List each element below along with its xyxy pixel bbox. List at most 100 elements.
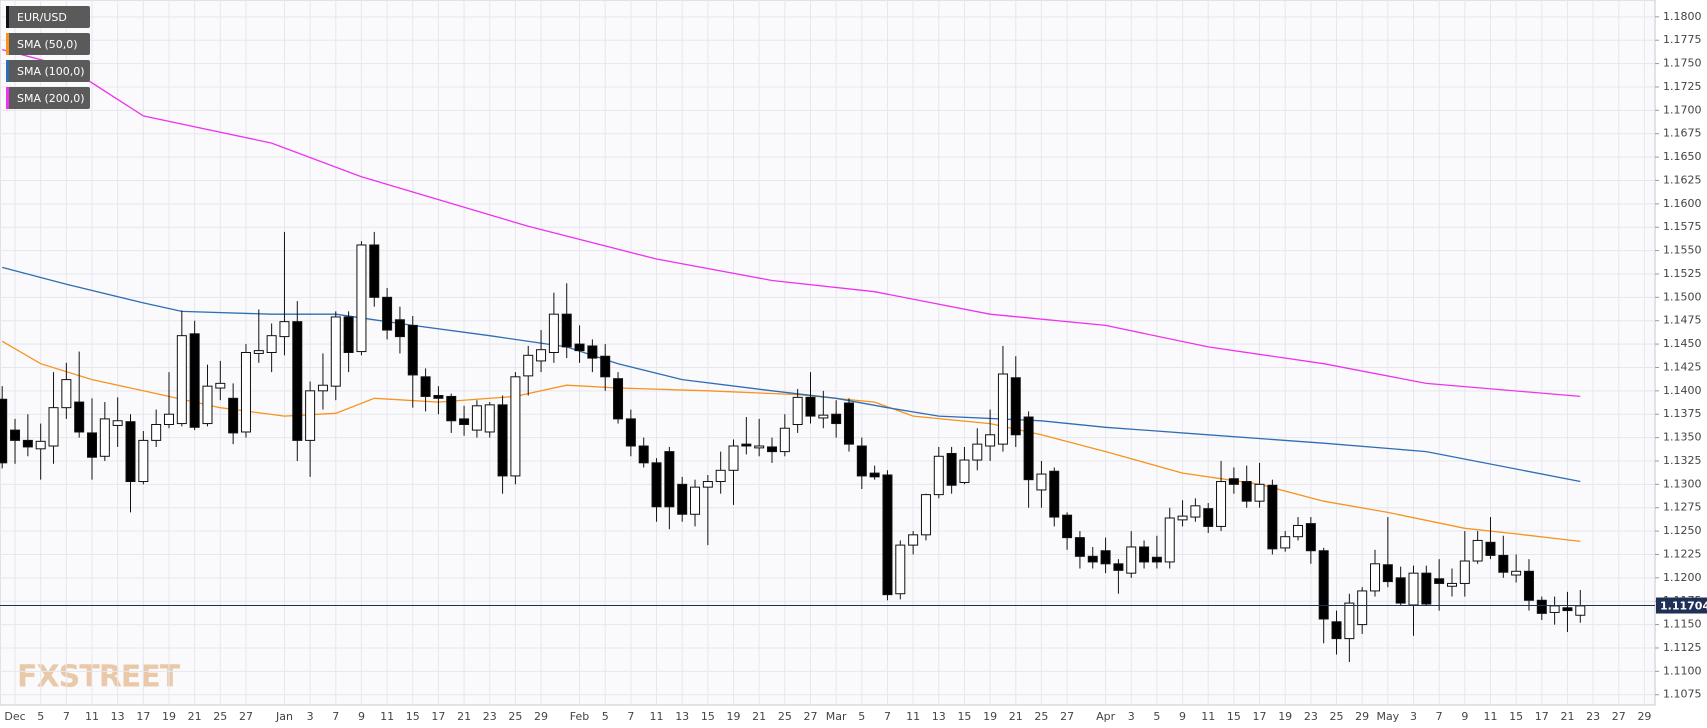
- x-tick-label: 9: [358, 710, 365, 723]
- candle-body: [728, 445, 739, 471]
- candle-body: [228, 397, 239, 434]
- candle-body: [869, 472, 880, 478]
- candle-body: [1395, 577, 1406, 604]
- candle-body: [279, 321, 290, 338]
- y-tick-label: 1.1575: [1663, 220, 1702, 233]
- last-price-label: 1.11704: [1660, 600, 1707, 613]
- x-tick-label: 23: [1304, 710, 1318, 723]
- candle-body: [1370, 563, 1381, 592]
- candle-body: [1485, 541, 1496, 556]
- candle-body: [741, 443, 752, 447]
- x-tick-label: 5: [602, 710, 609, 723]
- candle-body: [61, 379, 72, 409]
- x-tick-label: 15: [1227, 710, 1241, 723]
- y-tick-label: 1.1100: [1663, 664, 1702, 677]
- candle-body: [74, 401, 85, 433]
- candle-body: [240, 352, 251, 433]
- candle-body: [1228, 478, 1239, 485]
- candle-body: [587, 345, 598, 359]
- y-tick-label: 1.1650: [1663, 150, 1702, 163]
- candle-body: [1049, 470, 1060, 518]
- x-tick-label: 19: [727, 710, 741, 723]
- y-tick-label: 1.1725: [1663, 80, 1702, 93]
- x-tick-label: 11: [1201, 710, 1215, 723]
- y-tick-label: 1.1600: [1663, 197, 1702, 210]
- candle-body: [920, 494, 931, 536]
- x-tick-label: 27: [1060, 710, 1074, 723]
- candle-body: [574, 343, 585, 352]
- x-tick-label: 3: [1410, 710, 1417, 723]
- candle-body: [767, 446, 777, 453]
- y-tick-label: 1.1500: [1663, 290, 1702, 303]
- candle-body: [1190, 505, 1201, 518]
- legend-swatch: [6, 60, 9, 82]
- candle-body: [253, 350, 264, 354]
- candle-body: [664, 451, 675, 508]
- y-tick-label: 1.1525: [1663, 267, 1702, 280]
- candle-body: [1421, 572, 1432, 605]
- candle-body: [1549, 605, 1560, 613]
- y-tick-label: 1.1200: [1663, 571, 1702, 584]
- candle-body: [112, 420, 123, 426]
- candle-body: [407, 324, 418, 376]
- candle-body: [446, 395, 457, 422]
- y-tick-label: 1.1275: [1663, 501, 1702, 514]
- candle-body: [35, 440, 46, 450]
- y-tick-label: 1.1475: [1663, 314, 1702, 327]
- x-tick-label: 21: [1009, 710, 1023, 723]
- candle-body: [638, 445, 649, 464]
- legend-item: SMA (50,0): [6, 33, 90, 55]
- legend-box: [6, 60, 90, 82]
- x-tick-label: 21: [188, 710, 202, 723]
- candle-body: [933, 455, 944, 496]
- x-tick-label: 11: [1483, 710, 1497, 723]
- candle-body: [215, 382, 226, 389]
- x-tick-label: 11: [85, 710, 99, 723]
- candle-body: [754, 445, 765, 449]
- candle-body: [1293, 524, 1304, 538]
- x-tick-label: 5: [1153, 710, 1160, 723]
- candle-body: [1216, 481, 1227, 527]
- candle-body: [1498, 554, 1509, 573]
- candle-body: [497, 404, 508, 477]
- candle-body: [394, 319, 405, 338]
- candle-body: [997, 373, 1008, 445]
- candle-body: [1036, 473, 1047, 491]
- sma-line: [2, 48, 1581, 398]
- candle-body: [1575, 605, 1586, 616]
- x-tick-label: Feb: [570, 710, 589, 723]
- candle-body: [1408, 572, 1419, 606]
- x-tick-label: 9: [1461, 710, 1468, 723]
- x-tick-label: Mar: [826, 710, 847, 723]
- candle-body: [1562, 607, 1573, 612]
- candle-body: [702, 481, 713, 488]
- candle-body: [895, 544, 906, 595]
- candle-body: [1511, 570, 1522, 576]
- candle-body: [1113, 563, 1124, 571]
- last-price-tag: [1656, 597, 1707, 614]
- candle-body: [1100, 550, 1111, 565]
- candle-body: [1267, 484, 1278, 550]
- x-tick-label: 27: [1612, 710, 1626, 723]
- x-tick-label: 29: [1355, 710, 1369, 723]
- candle-body: [1203, 508, 1214, 527]
- candle-body: [420, 376, 431, 397]
- candle-body: [471, 405, 482, 431]
- y-tick-label: 1.1350: [1663, 431, 1702, 444]
- y-tick-label: 1.1700: [1663, 103, 1702, 116]
- x-tick-label: 7: [63, 710, 70, 723]
- candle-body: [1331, 621, 1342, 640]
- x-tick-label: 21: [752, 710, 766, 723]
- candle-body: [202, 385, 213, 425]
- x-tick-label: 21: [457, 710, 471, 723]
- candle-body: [625, 418, 636, 447]
- x-tick-label: 23: [1586, 710, 1600, 723]
- x-tick-label: Apr: [1096, 710, 1116, 723]
- legend-label: EUR/USD: [17, 11, 67, 24]
- candle-body: [1087, 555, 1098, 563]
- x-tick-label: 17: [431, 710, 445, 723]
- x-tick-label: 11: [650, 710, 664, 723]
- x-tick-label: 19: [162, 710, 176, 723]
- legend-box: [6, 6, 90, 28]
